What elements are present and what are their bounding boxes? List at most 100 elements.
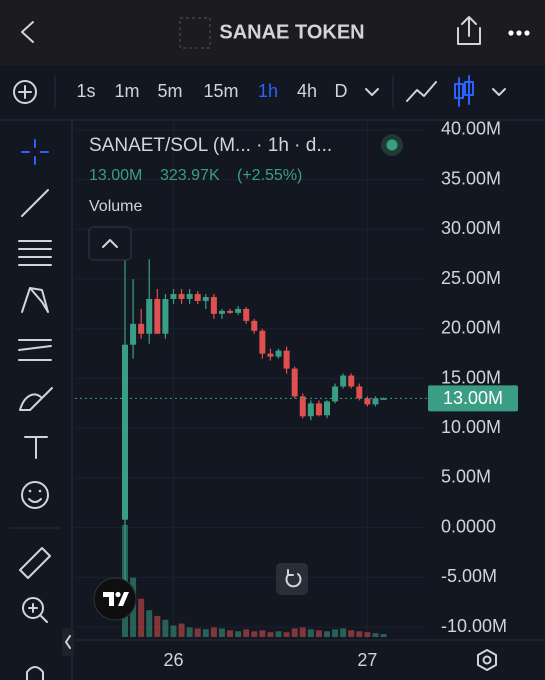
candle-body [202, 296, 209, 301]
volume-bar [283, 632, 290, 637]
candle-body [162, 298, 169, 334]
volume-bar [186, 627, 193, 637]
volume-bar [218, 628, 225, 637]
x-tick-label: 27 [357, 650, 377, 670]
volume-bar [251, 631, 258, 637]
volume-bar [348, 630, 355, 637]
chart-type-dropdown[interactable] [492, 88, 506, 96]
candle-body [340, 375, 347, 387]
candle-body [122, 344, 128, 520]
header-bar [0, 0, 545, 65]
candle-body [315, 403, 322, 416]
volume-bar [364, 632, 371, 637]
crosshair-tool[interactable] [21, 139, 49, 165]
volume-bar [380, 634, 387, 637]
candle-body [178, 294, 185, 299]
volume-bar [227, 630, 234, 637]
candle-body [348, 375, 355, 387]
interval[interactable]: 5m [157, 81, 182, 101]
last-price-label: 13.00M [443, 388, 503, 408]
candle-body [130, 323, 137, 345]
candle-body [267, 353, 274, 357]
candle-body [218, 310, 225, 314]
candle-body [364, 398, 371, 405]
volume-bar [356, 631, 363, 637]
volume-bar [194, 628, 201, 637]
y-tick-label: 35.00M [441, 168, 501, 188]
interval-dropdown[interactable] [365, 88, 379, 96]
chart-plot: 40.00M 35.00M 30.00M 25.00M 20.00M 15.00M 10.0… [75, 119, 518, 670]
candle-body [138, 323, 145, 334]
add-indicator[interactable] [13, 80, 37, 104]
candle-body [170, 294, 177, 299]
candle-body [194, 294, 201, 301]
candle-body [259, 330, 266, 354]
last-price-tag [428, 385, 518, 412]
candle-body [210, 296, 217, 314]
volume-bar [243, 629, 250, 637]
candle-body [291, 368, 298, 397]
volume-bar [299, 627, 306, 637]
brush-tool[interactable] [19, 387, 53, 411]
zoom-tool[interactable] [22, 597, 48, 623]
measure-tool[interactable] [19, 547, 51, 579]
volume-bar [138, 598, 145, 637]
candle-body [227, 310, 234, 313]
candle-body [146, 298, 153, 334]
candle-body [356, 386, 363, 399]
interval[interactable]: 15m [203, 81, 238, 101]
candle-body [235, 308, 242, 313]
volume-bar [324, 631, 330, 637]
volume-bar [202, 629, 209, 637]
text-tool[interactable] [24, 436, 48, 459]
candle-body [283, 350, 290, 369]
trend-line-tool[interactable] [21, 189, 49, 217]
volume-bar [340, 628, 347, 637]
collapse-legend-arrow [102, 239, 118, 248]
interval[interactable]: D [335, 81, 348, 101]
candle-body [307, 403, 314, 417]
interval[interactable]: 4h [297, 81, 317, 101]
projection-tool[interactable] [18, 339, 52, 361]
fib-tool[interactable] [18, 240, 52, 266]
y-tick-label: 25.00M [441, 268, 501, 288]
pattern-tool[interactable] [21, 287, 49, 313]
interval[interactable]: 1s [76, 81, 95, 101]
line-chart-type[interactable] [406, 81, 437, 102]
volume-bar [235, 631, 242, 637]
volume-bar [162, 619, 169, 637]
volume-bar [307, 629, 314, 637]
y-tick-label: 15.00M [441, 367, 501, 387]
lock-tool[interactable] [26, 666, 44, 680]
volume-bar [154, 615, 161, 637]
interval[interactable]: 1m [114, 81, 139, 101]
candle-body [372, 398, 379, 405]
volume-bar [170, 625, 177, 637]
collapse-arrow [65, 635, 71, 649]
candle-chart-type[interactable] [454, 75, 474, 107]
legend-price: 13.00M [89, 167, 142, 184]
candle-body [275, 350, 282, 357]
candle-body [243, 308, 250, 321]
more-button[interactable] [508, 30, 530, 36]
legend-volume: 323.97K [160, 167, 220, 184]
collapse-legend[interactable] [88, 226, 132, 261]
volume-bar [315, 630, 322, 637]
y-tick-label: -10.00M [441, 616, 507, 636]
icon-tool[interactable] [21, 481, 49, 509]
volume-bar [146, 610, 153, 637]
x-tick-label: 26 [163, 650, 183, 670]
y-tick-label: 20.00M [441, 318, 501, 338]
back-button[interactable] [21, 21, 34, 43]
collapse-toolbar[interactable] [62, 628, 74, 656]
interval-active[interactable]: 1h [258, 81, 278, 101]
settings-button[interactable] [477, 649, 497, 671]
tv-logo [93, 577, 137, 621]
candle-body [380, 398, 387, 400]
volume-bar [210, 627, 217, 637]
reset-button[interactable] [276, 563, 308, 595]
candle-body [154, 298, 161, 334]
share-button[interactable] [457, 16, 481, 45]
y-tick-label: 0.0000 [441, 516, 496, 536]
